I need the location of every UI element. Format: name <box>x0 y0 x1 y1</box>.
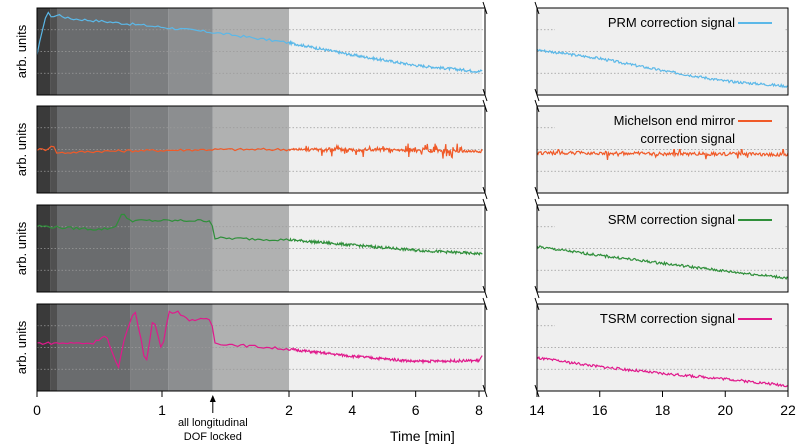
axis-break-mark <box>482 1 488 15</box>
left-frame <box>36 105 486 194</box>
series-line-left <box>36 310 483 370</box>
x-tick-label: 4 <box>348 402 356 418</box>
axis-break-mark <box>482 384 488 398</box>
annotation-text: all longitudinal <box>178 417 248 429</box>
axis-break-mark <box>482 297 488 311</box>
x-tick-label: 0 <box>33 402 41 418</box>
shade-region <box>50 8 57 95</box>
axis-break-mark <box>534 88 540 102</box>
series-line-left <box>36 143 483 159</box>
legend: TSRM correction signal <box>555 307 785 329</box>
shade-region <box>50 205 57 292</box>
axis-break-mark <box>482 88 488 102</box>
shade-region <box>50 106 57 193</box>
legend: PRM correction signal <box>555 11 785 33</box>
y-axis-label: arb. units <box>14 221 29 275</box>
legend-label: SRM correction signal <box>608 212 735 227</box>
left-frame <box>36 7 486 96</box>
left-frame <box>36 204 486 293</box>
y-axis-label: arb. units <box>14 24 29 78</box>
annotation-text: DOF locked <box>184 431 242 443</box>
axis-break-mark <box>482 186 488 200</box>
x-tick-label: 22 <box>780 402 796 418</box>
shade-region <box>37 8 51 95</box>
axis-break-mark <box>534 99 540 113</box>
axis-break-mark <box>534 1 540 15</box>
legend-label: PRM correction signal <box>608 15 735 30</box>
x-axis-label: Time [min] <box>390 428 455 444</box>
right-frame <box>536 105 789 194</box>
y-axis-label: arb. units <box>14 320 29 374</box>
panel-3: arb. units SRM correction signal <box>14 198 789 299</box>
legend-label: Michelson end mirror <box>614 113 736 128</box>
x-tick-label: 14 <box>529 402 545 418</box>
axis-break-mark <box>534 186 540 200</box>
x-tick-label: 16 <box>592 402 608 418</box>
legend: SRM correction signal <box>555 208 785 230</box>
x-tick-label: 8 <box>475 402 483 418</box>
legend: Michelson end mirror correction signal <box>555 109 785 149</box>
shade-region <box>50 304 57 391</box>
series-line-left <box>36 11 483 74</box>
axis-break-mark <box>534 198 540 212</box>
legend-box <box>555 11 785 33</box>
panel-4: arb. units TSRM correction signal <box>14 297 789 398</box>
y-axis-label: arb. units <box>14 122 29 176</box>
x-tick-label: 20 <box>717 402 733 418</box>
axis-break-mark <box>482 198 488 212</box>
axis-break-mark <box>482 285 488 299</box>
right-frame <box>536 204 789 293</box>
x-tick-label: 1 <box>158 402 166 418</box>
left-frame <box>36 303 486 392</box>
x-tick-label: 18 <box>655 402 671 418</box>
panel-2: arb. units Michelson end mirror correction… <box>14 99 789 200</box>
series-line-right <box>536 48 788 89</box>
x-axis: 0 1 2 4 6 8 14 16 18 20 22 all longitudinal DOF lock… <box>33 391 796 443</box>
x-tick-label: 6 <box>412 402 420 418</box>
legend-label: correction signal <box>640 131 735 146</box>
axis-break-mark <box>534 297 540 311</box>
series-line-right <box>536 355 788 388</box>
legend-box <box>555 307 785 329</box>
shade-region <box>37 304 51 391</box>
axis-break-mark <box>482 99 488 113</box>
right-frame <box>536 7 789 96</box>
legend-box <box>555 109 785 149</box>
x-tick-label: 2 <box>285 402 293 418</box>
panel-1: arb. units PRM correction signal <box>14 1 789 102</box>
series-line-right <box>536 245 789 280</box>
legend-box <box>555 208 785 230</box>
series-line-left <box>36 213 483 256</box>
axis-break-mark <box>534 285 540 299</box>
series-line-right <box>536 147 789 160</box>
legend-label: TSRM correction signal <box>600 311 735 326</box>
annotation-arrowhead <box>209 395 216 402</box>
